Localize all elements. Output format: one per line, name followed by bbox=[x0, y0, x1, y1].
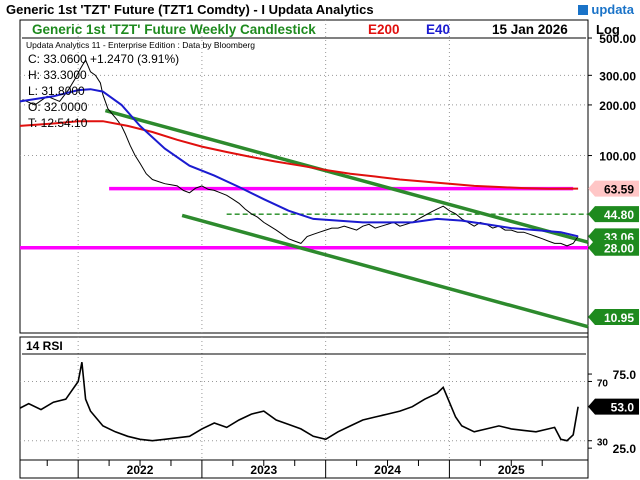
price-label-bg bbox=[588, 180, 639, 197]
price-label: 28.00 bbox=[604, 242, 634, 256]
price-label: 44.80 bbox=[604, 208, 634, 222]
price-label-bg bbox=[588, 309, 639, 326]
x-tick-label: 2022 bbox=[127, 463, 154, 477]
ohlc-low: L: 31.8000 bbox=[28, 84, 85, 98]
chart-subtitle: Updata Analytics 11 - Enterprise Edition… bbox=[26, 40, 255, 50]
rsi-tick-label: 70 bbox=[597, 378, 609, 389]
updata-logo-icon bbox=[578, 5, 589, 15]
brand-logo: updata bbox=[578, 2, 634, 17]
legend-e200: E200 bbox=[368, 22, 400, 37]
ohlc-high: H: 33.3000 bbox=[28, 68, 87, 82]
price-label-bg bbox=[588, 206, 639, 223]
ohlc-open: O: 32.0000 bbox=[28, 100, 88, 114]
rsi-series-line bbox=[19, 362, 579, 442]
price-label-bg bbox=[588, 239, 639, 256]
window-title: Generic 1st 'TZT' Future (TZT1 Comdty) -… bbox=[6, 2, 374, 17]
trendline-channel-upper bbox=[104, 108, 589, 244]
chart-title: Generic 1st 'TZT' Future Weekly Candlest… bbox=[32, 22, 316, 37]
x-tick-label: 2023 bbox=[250, 463, 277, 477]
price-label: 63.59 bbox=[604, 183, 634, 197]
main-plot-frame bbox=[19, 19, 589, 334]
x-tick-label: 2024 bbox=[374, 463, 401, 477]
rsi-plot-frame bbox=[19, 336, 589, 461]
y-tick-label: 200.00 bbox=[599, 99, 636, 113]
rsi-title: 14 RSI bbox=[26, 339, 63, 353]
ohlc-time: T: 12:54:10 bbox=[28, 116, 88, 130]
trendline-channel-lower bbox=[181, 213, 589, 329]
rsi-tick-label: 75.0 bbox=[613, 368, 637, 382]
rsi-current-label: 53.0 bbox=[611, 401, 635, 415]
rsi-tick-label: 30 bbox=[597, 438, 609, 449]
title-bar: Generic 1st 'TZT' Future (TZT1 Comdty) -… bbox=[0, 0, 640, 20]
scale-label: Log bbox=[596, 22, 620, 37]
y-tick-label: 300.00 bbox=[599, 69, 636, 83]
x-tick-label: 2025 bbox=[498, 463, 525, 477]
brand-text: updata bbox=[591, 2, 634, 17]
y-tick-label: 100.00 bbox=[599, 150, 636, 164]
rsi-tick-label: 25.0 bbox=[613, 442, 637, 456]
price-label: 10.95 bbox=[604, 311, 634, 325]
e40-series-line bbox=[19, 88, 579, 238]
ohlc-close: C: 33.0600 +1.2470 (3.91%) bbox=[28, 52, 179, 66]
legend-e40: E40 bbox=[426, 22, 450, 37]
chart-date: 15 Jan 2026 bbox=[492, 22, 568, 37]
rsi-current-label-bg bbox=[588, 398, 639, 415]
y-tick-label: 500.00 bbox=[599, 32, 636, 46]
e200-series-line bbox=[19, 120, 579, 190]
